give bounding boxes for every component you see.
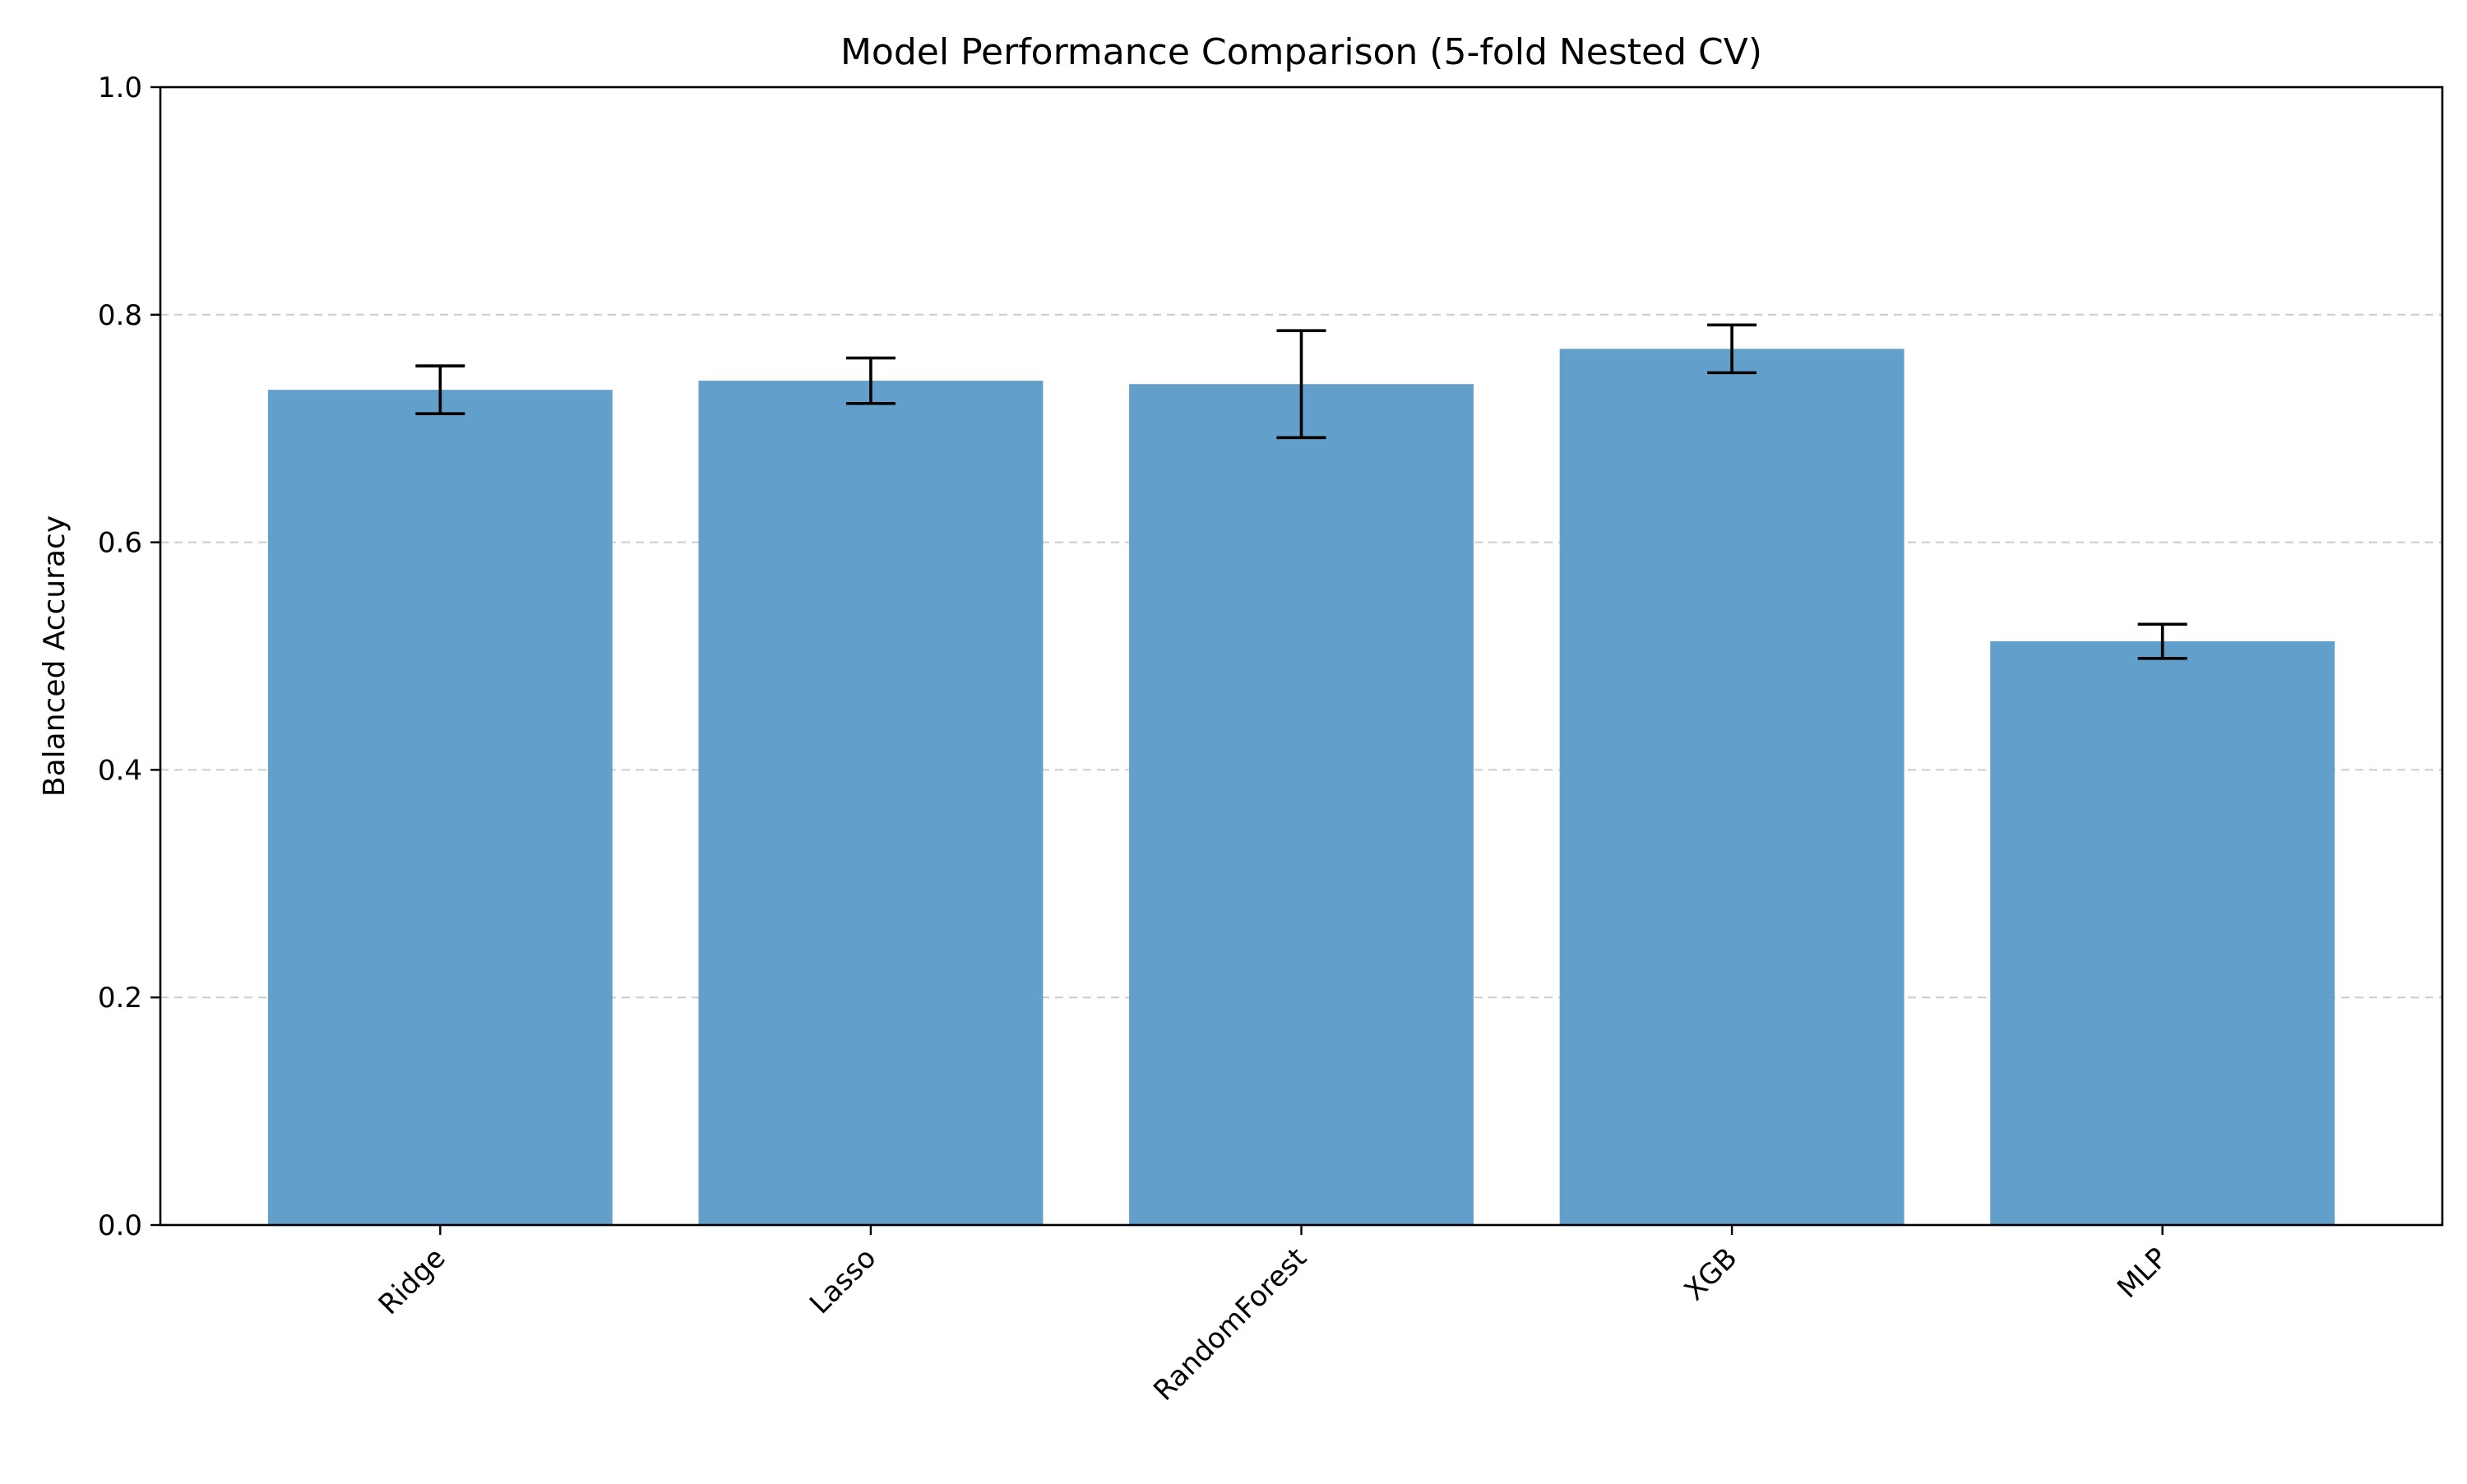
bar-lasso bbox=[698, 381, 1044, 1225]
y-tick-label: 0.0 bbox=[98, 1209, 142, 1242]
error-bar-mlp bbox=[2137, 622, 2187, 660]
y-tick-label: 0.6 bbox=[98, 527, 142, 560]
bars bbox=[267, 349, 2335, 1225]
error-bar-lasso bbox=[845, 356, 896, 405]
bar-randomforest bbox=[1129, 384, 1474, 1225]
bar-ridge bbox=[267, 390, 613, 1225]
y-tick-label: 0.2 bbox=[98, 982, 142, 1015]
error-bar-xgb bbox=[1707, 323, 1757, 375]
y-axis-ticks: 0.0 0.2 0.4 0.6 0.8 1.0 bbox=[98, 72, 160, 1242]
bar-xgb bbox=[1559, 349, 1905, 1225]
y-axis-label: Balanced Accuracy bbox=[38, 515, 72, 797]
error-bars bbox=[415, 323, 2187, 660]
error-bar-randomforest bbox=[1276, 329, 1326, 440]
y-tick-label: 1.0 bbox=[98, 72, 142, 104]
y-tick-label: 0.4 bbox=[98, 754, 142, 787]
y-tick-label: 0.8 bbox=[98, 299, 142, 332]
chart-title: Model Performance Comparison (5-fold Nes… bbox=[840, 31, 1762, 73]
error-bar-ridge bbox=[415, 364, 465, 416]
bar-mlp bbox=[1990, 641, 2335, 1225]
